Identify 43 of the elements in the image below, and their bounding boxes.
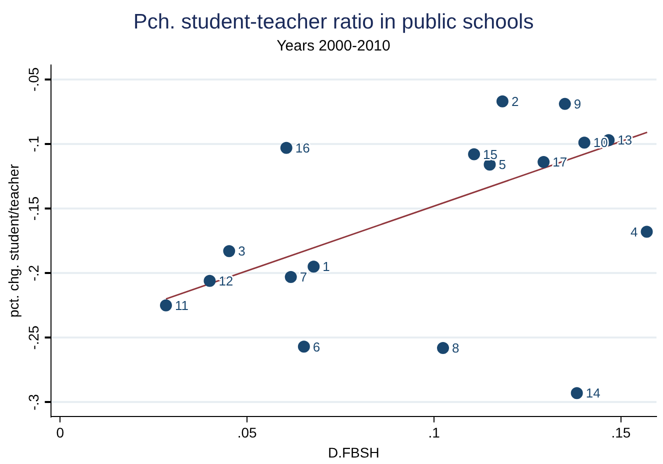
annotation: 3 — [238, 244, 246, 259]
x-tick-label: .1 — [428, 424, 440, 441]
point — [280, 142, 292, 154]
annotation: 4 — [630, 224, 638, 240]
point — [484, 158, 496, 171]
point — [160, 299, 172, 312]
point — [204, 274, 216, 287]
chart-title: Pch. student-teacher ratio in public schools — [133, 10, 534, 34]
point — [437, 342, 450, 354]
point — [298, 340, 310, 353]
point — [578, 136, 590, 149]
point — [468, 148, 480, 160]
x-tick-label: .15 — [611, 424, 631, 441]
annotation: 2 — [511, 94, 519, 109]
point — [558, 98, 571, 110]
y-axis-title: pct. chg. student/teacher — [5, 164, 22, 318]
point — [223, 245, 236, 258]
annotation: 1 — [322, 259, 330, 274]
y-tick-label: -.25 — [26, 325, 42, 350]
annotation: 5 — [498, 157, 506, 172]
annotation: 16 — [295, 140, 310, 156]
x-tick-label: .05 — [237, 424, 258, 441]
point — [496, 95, 508, 108]
chart-subtitle: Years 2000-2010 — [276, 37, 390, 54]
annotation: 9 — [574, 96, 582, 112]
annotation: 15 — [483, 146, 498, 162]
annotation: 7 — [300, 270, 308, 285]
y-tick-label: -.2 — [26, 264, 42, 282]
x-tick-label: 0 — [56, 424, 64, 441]
x-axis-title: D.FBSH — [328, 444, 380, 460]
annotation: 11 — [174, 298, 188, 313]
point — [538, 156, 550, 168]
annotation: 8 — [452, 340, 460, 356]
point — [640, 226, 653, 238]
point — [284, 270, 297, 283]
annotation: 6 — [312, 339, 320, 354]
point — [570, 387, 583, 400]
y-tick-label: -.15 — [26, 196, 42, 221]
y-tick-label: -.1 — [26, 136, 42, 152]
point — [308, 260, 320, 273]
annotation: 14 — [586, 386, 600, 401]
y-tick-label: -.05 — [26, 67, 42, 92]
y-tick-label: -.3 — [26, 394, 42, 410]
